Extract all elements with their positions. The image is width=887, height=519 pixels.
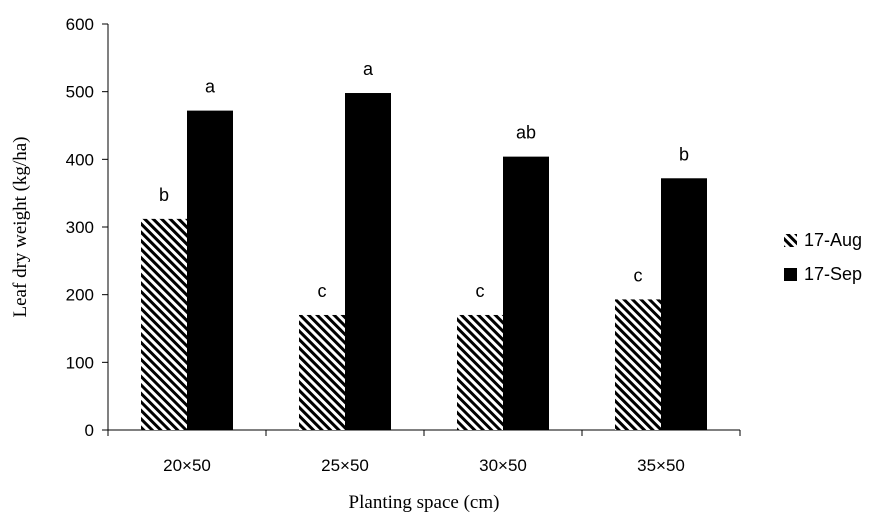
bar-17-sep [187, 110, 233, 430]
significance-label: c [476, 281, 485, 301]
y-axis-title: Leaf dry weight (kg/ha) [10, 137, 31, 318]
y-tick-label: 600 [66, 15, 94, 34]
y-tick-label: 100 [66, 353, 94, 372]
y-tick-label: 400 [66, 150, 94, 169]
legend-swatch [784, 268, 797, 281]
x-axis-title: Planting space (cm) [349, 492, 500, 513]
bar-17-aug [141, 218, 187, 430]
significance-label: ab [516, 123, 536, 143]
bar-17-sep [503, 156, 549, 431]
y-axis: 0 100 200 300 400 500 600 [66, 15, 109, 440]
bar-17-aug [299, 314, 345, 430]
significance-label: b [679, 144, 689, 164]
significance-labels: b c c c a a ab b [159, 59, 689, 301]
legend-label: 17-Aug [804, 230, 862, 250]
bar-17-sep [345, 93, 391, 431]
legend-swatch [784, 234, 797, 247]
bar-17-sep [661, 178, 707, 430]
significance-label: b [159, 185, 169, 205]
legend: 17-Aug 17-Sep [784, 230, 862, 284]
x-tick-label: 25×50 [321, 456, 369, 475]
significance-label: c [634, 265, 643, 285]
x-tick-label: 20×50 [163, 456, 211, 475]
y-tick-label: 200 [66, 286, 94, 305]
bar-17-aug [457, 314, 503, 430]
significance-label: a [363, 59, 374, 79]
bar-17-aug [615, 299, 661, 430]
bars [141, 93, 707, 431]
legend-label: 17-Sep [804, 264, 862, 284]
significance-label: a [205, 77, 216, 97]
y-tick-label: 0 [85, 421, 94, 440]
significance-label: c [318, 281, 327, 301]
y-tick-label: 300 [66, 218, 94, 237]
y-tick-label: 500 [66, 83, 94, 102]
x-axis: 20×50 25×50 30×50 35×50 [107, 429, 741, 475]
x-tick-label: 35×50 [637, 456, 685, 475]
x-tick-label: 30×50 [479, 456, 527, 475]
